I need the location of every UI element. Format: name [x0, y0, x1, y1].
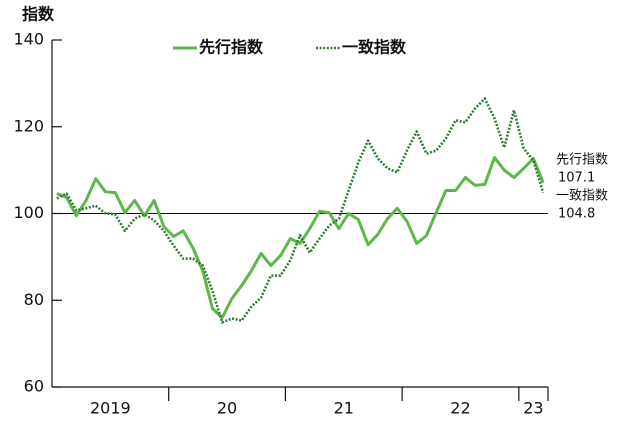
y-tick-label: 100 — [13, 203, 44, 222]
y-tick-label: 80 — [24, 290, 44, 309]
x-tick-label: 20 — [217, 399, 237, 418]
end-label-name: 一致指数 — [556, 189, 608, 204]
y-tick-label: 120 — [13, 116, 44, 135]
series-line — [56, 156, 545, 320]
legend-label: 一致指数 — [342, 38, 407, 57]
x-tick-label: 21 — [334, 399, 354, 418]
legend-label: 先行指数 — [199, 38, 264, 57]
y-tick-label: 140 — [13, 30, 44, 49]
x-tick-label: 23 — [523, 399, 543, 418]
x-tick-label: 2019 — [90, 399, 131, 418]
end-label-name: 先行指数 — [556, 153, 608, 168]
x-tick-label: 22 — [450, 399, 470, 418]
y-axis-label: 指数 — [22, 5, 55, 24]
end-label-value: 104.8 — [558, 207, 595, 222]
series-line — [56, 97, 545, 324]
end-label-value: 107.1 — [558, 171, 595, 186]
y-tick-label: 60 — [24, 377, 44, 396]
